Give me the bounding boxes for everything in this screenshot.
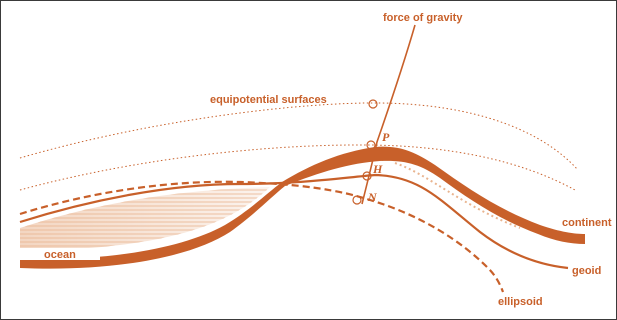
point-p-label: P [382, 130, 390, 144]
force-of-gravity-label: force of gravity [383, 12, 463, 24]
equipotential-surface-lower [19, 144, 576, 191]
point-n-marker [352, 195, 362, 205]
force-of-gravity-line [361, 24, 416, 205]
geoid-line [19, 173, 569, 270]
continent-label: continent [562, 217, 612, 229]
point-n-label: N [367, 190, 378, 204]
ocean-label-box [20, 248, 100, 260]
point-h-marker [362, 171, 372, 181]
continent-texture [394, 162, 521, 229]
ellipsoid-label: ellipsoid [498, 296, 543, 308]
equipotential-surfaces-label: equipotential surfaces [210, 94, 327, 106]
ocean-label: ocean [44, 249, 76, 261]
ellipsoid-line [19, 180, 505, 293]
equipotential-intersection-marker [368, 99, 378, 109]
equipotential-surface-upper [19, 102, 579, 171]
geoid-label: geoid [572, 265, 601, 277]
ocean-water-shade [20, 187, 270, 250]
ocean-floor-band [20, 182, 285, 269]
point-p-marker [366, 140, 376, 150]
point-h-label: H [372, 162, 383, 176]
continent-crust [282, 146, 585, 244]
